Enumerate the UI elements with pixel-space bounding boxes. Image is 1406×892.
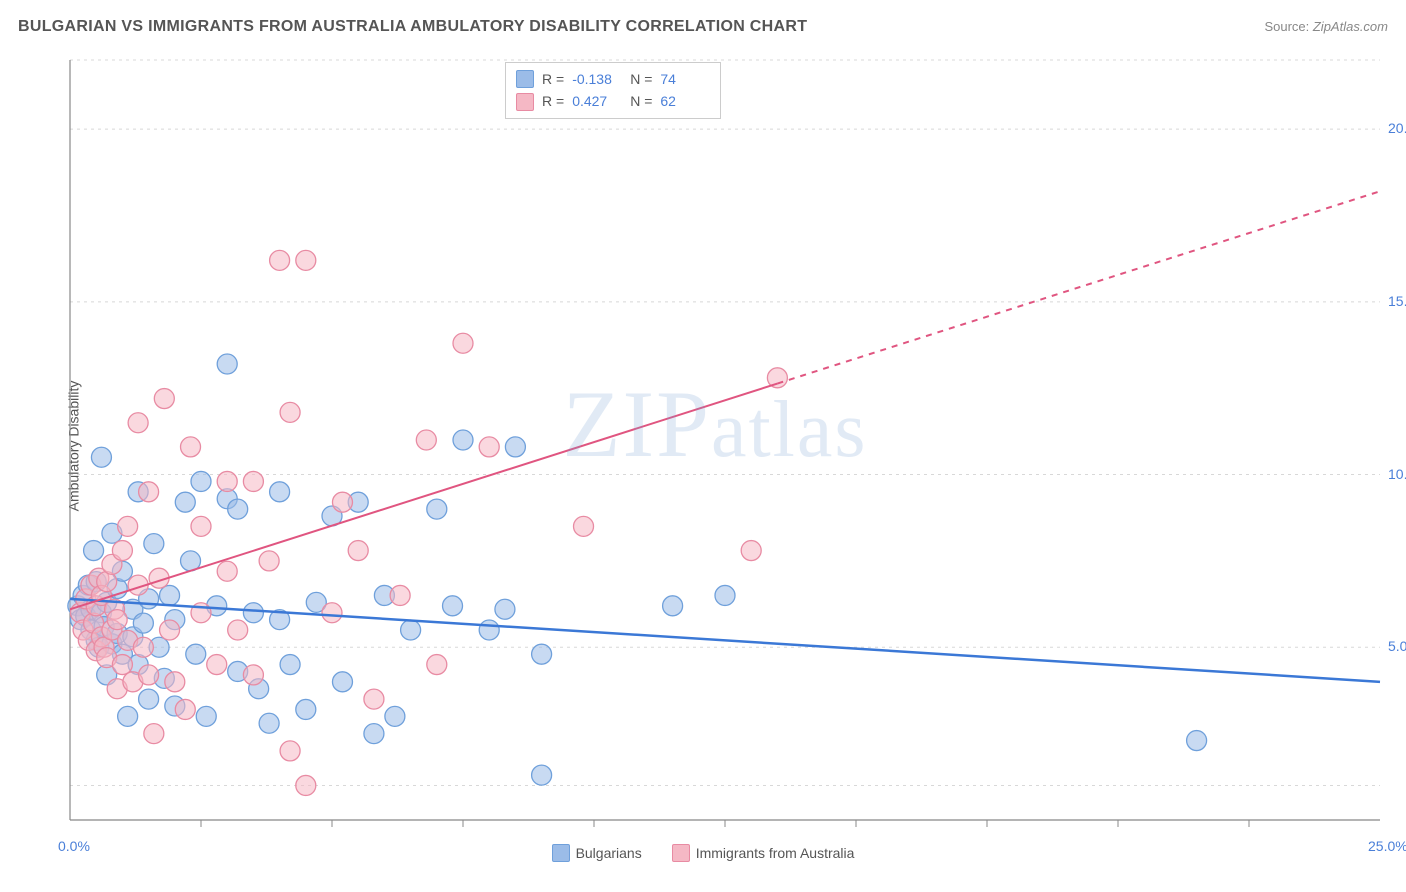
legend-item: Bulgarians [552, 844, 642, 862]
x-tick-label: 0.0% [58, 838, 90, 854]
r-label: R = [542, 68, 564, 90]
chart-container: ZIPatlas R =-0.138N =74R =0.427N =62 [45, 50, 1385, 830]
r-value: -0.138 [572, 68, 622, 90]
bottom-legend: Bulgarians Immigrants from Australia [0, 844, 1406, 862]
y-tick-label: 5.0% [1388, 638, 1406, 654]
legend-item: Immigrants from Australia [672, 844, 855, 862]
scatter-chart [45, 50, 1385, 830]
source-attribution: Source: ZipAtlas.com [1264, 19, 1388, 34]
source-prefix: Source: [1264, 19, 1312, 34]
stats-row: R = -0.138 N = 74 [516, 68, 710, 90]
y-tick-label: 15.0% [1388, 293, 1406, 309]
header: BULGARIAN VS IMMIGRANTS FROM AUSTRALIA A… [18, 18, 1388, 36]
n-label: N = [630, 68, 652, 90]
legend-swatch [516, 93, 534, 111]
legend-label: Immigrants from Australia [696, 845, 855, 861]
n-value: 62 [660, 90, 710, 112]
stats-row: R = 0.427 N = 62 [516, 90, 710, 112]
legend-label: Bulgarians [576, 845, 642, 861]
n-label: N = [630, 90, 652, 112]
n-value: 74 [660, 68, 710, 90]
correlation-stats-box: R = -0.138 N = 74 R = 0.427 N = 62 [505, 62, 721, 119]
r-value: 0.427 [572, 90, 622, 112]
y-tick-label: 10.0% [1388, 466, 1406, 482]
r-label: R = [542, 90, 564, 112]
x-tick-label: 25.0% [1368, 838, 1406, 854]
source-name: ZipAtlas.com [1313, 19, 1388, 34]
legend-swatch [552, 844, 570, 862]
legend-swatch [672, 844, 690, 862]
y-tick-label: 20.0% [1388, 120, 1406, 136]
legend-swatch [516, 70, 534, 88]
chart-title: BULGARIAN VS IMMIGRANTS FROM AUSTRALIA A… [18, 18, 807, 36]
